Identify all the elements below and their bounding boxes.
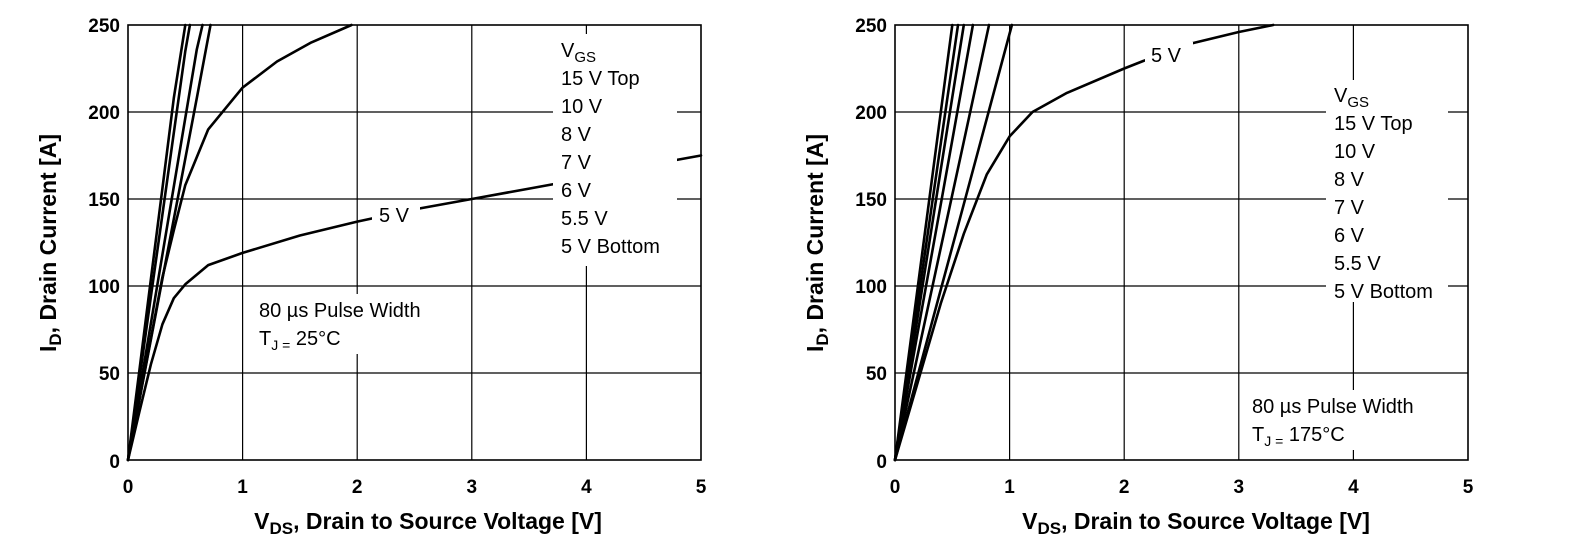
y-tick-label-right-2: 100 <box>855 277 887 298</box>
y-tick-label-right-4: 200 <box>855 103 887 124</box>
chart-left: 0 1 2 3 4 5 0 50 100 150 200 250 VGS 15 V Top 10 V 8… <box>35 16 707 538</box>
x-axis-title-right: VDS, Drain to Source Voltage [V] <box>1022 508 1370 538</box>
y-tick-label-right-1: 50 <box>866 364 887 385</box>
x-tick-label-right-4: 4 <box>1348 477 1359 498</box>
legend-entry-left-5: 5.5 V <box>561 208 608 230</box>
legend-entry-left-3: 7 V <box>561 152 592 174</box>
x-tick-label-left-5: 5 <box>696 477 707 498</box>
legend-entry-left-2: 8 V <box>561 124 592 146</box>
y-tick-label-left-5: 250 <box>88 16 120 37</box>
y-tick-label-right-3: 150 <box>855 190 887 211</box>
legend-entry-right-2: 8 V <box>1334 169 1365 191</box>
x-axis-title-left: VDS, Drain to Source Voltage [V] <box>254 508 602 538</box>
x-tick-label-right-2: 2 <box>1119 477 1130 498</box>
x-tick-label-left-3: 3 <box>467 477 478 498</box>
legend-entry-right-1: 10 V <box>1334 141 1376 163</box>
legend-right: 15 V Top 10 V 8 V 7 V 6 V 5.5 V 5 V Bottom <box>1334 113 1433 303</box>
curves-right <box>893 23 1275 462</box>
y-tick-label-right-0: 0 <box>876 452 887 473</box>
legend-entry-right-5: 5.5 V <box>1334 253 1381 275</box>
series-line-right-5 <box>893 23 1014 462</box>
y-tick-label-left-3: 150 <box>88 190 120 211</box>
series-line-left-2 <box>126 23 204 462</box>
chart-right: 0 1 2 3 4 5 0 50 100 150 200 250 VGS 15 V Top 10 V 8… <box>802 16 1474 538</box>
legend-entry-left-6: 5 V Bottom <box>561 236 660 258</box>
series-line-right-6 <box>893 23 1275 462</box>
legend-entry-left-1: 10 V <box>561 96 603 118</box>
legend-entry-left-4: 6 V <box>561 180 592 202</box>
x-tick-label-left-0: 0 <box>123 477 134 498</box>
x-tick-label-left-4: 4 <box>581 477 592 498</box>
legend-entry-right-4: 6 V <box>1334 225 1365 247</box>
legend-left: 15 V Top 10 V 8 V 7 V 6 V 5.5 V 5 V Bottom <box>561 68 660 258</box>
plot-frame-left <box>127 24 702 461</box>
x-ticks-right: 0 1 2 3 4 5 <box>890 477 1474 498</box>
x-tick-label-right-1: 1 <box>1004 477 1015 498</box>
y-tick-label-left-2: 100 <box>88 277 120 298</box>
x-ticks-left: 0 1 2 3 4 5 <box>123 477 707 498</box>
tj-note-right: TJ = 175°C <box>1252 424 1345 449</box>
y-tick-label-right-5: 250 <box>855 16 887 37</box>
series-line-left-4 <box>126 23 353 462</box>
y-tick-label-left-1: 50 <box>99 364 120 385</box>
y-ticks-left: 0 50 100 150 200 250 <box>88 16 120 473</box>
series-line-right-2 <box>893 23 966 462</box>
curve-label-5v-right: 5 V <box>1151 45 1182 67</box>
y-tick-label-left-0: 0 <box>109 452 120 473</box>
y-ticks-right: 0 50 100 150 200 250 <box>855 16 887 473</box>
series-line-left-1 <box>126 23 192 462</box>
legend-title-left: VGS <box>561 40 596 66</box>
legend-entry-right-6: 5 V Bottom <box>1334 281 1433 303</box>
legend-entry-right-3: 7 V <box>1334 197 1365 219</box>
x-tick-label-right-0: 0 <box>890 477 901 498</box>
x-tick-label-right-3: 3 <box>1234 477 1245 498</box>
legend-entry-left-0: 15 V Top <box>561 68 640 90</box>
x-tick-label-right-5: 5 <box>1463 477 1474 498</box>
y-axis-title-right: ID, Drain Current [A] <box>802 134 832 352</box>
pulse-width-note-left: 80 µs Pulse Width <box>259 300 421 322</box>
legend-entry-right-0: 15 V Top <box>1334 113 1413 135</box>
series-line-right-4 <box>893 23 991 462</box>
x-tick-label-left-1: 1 <box>237 477 248 498</box>
legend-title-right: VGS <box>1334 85 1369 111</box>
plot-frame-right <box>894 24 1469 461</box>
series-line-right-3 <box>893 23 975 462</box>
tj-note-left: TJ = 25°C <box>259 328 341 353</box>
curve-label-5v-left: 5 V <box>379 205 410 227</box>
x-tick-label-left-2: 2 <box>352 477 363 498</box>
y-tick-label-left-4: 200 <box>88 103 120 124</box>
y-axis-title-left: ID, Drain Current [A] <box>35 134 65 352</box>
pulse-width-note-right: 80 µs Pulse Width <box>1252 396 1414 418</box>
